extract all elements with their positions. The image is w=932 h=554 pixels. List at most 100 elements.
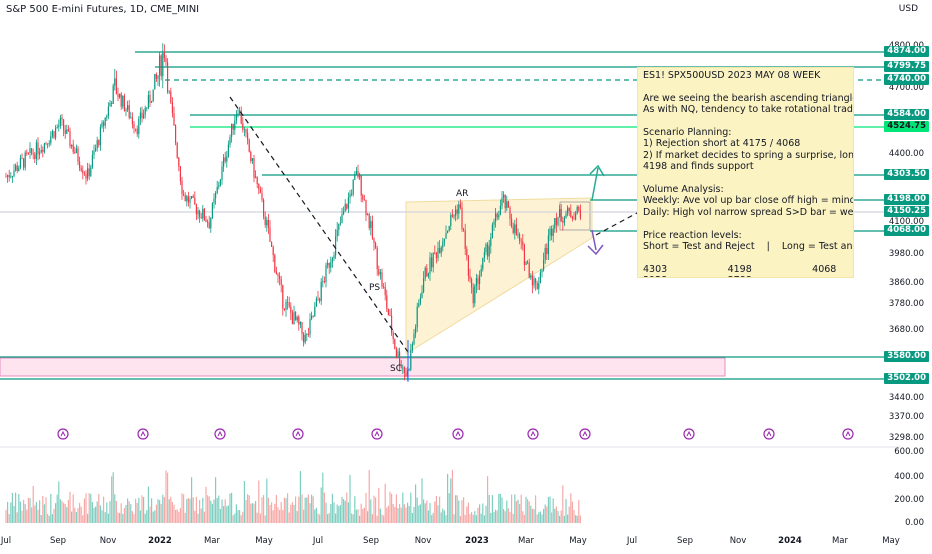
volume-bar [403, 504, 405, 523]
volume-bar [535, 495, 537, 523]
candle-body [237, 113, 239, 115]
volume-bar [458, 500, 460, 523]
volume-bar [176, 509, 178, 523]
analysis-note[interactable]: ES1! SPX500USD 2023 MAY 08 WEEK Are we s… [637, 67, 854, 278]
price-level-badge[interactable]: 4303.50 [884, 169, 929, 180]
volume-bar [98, 494, 100, 523]
volume-bar [531, 508, 533, 523]
price-level-badge[interactable]: 4150.25 [884, 206, 929, 217]
candle-body [125, 109, 127, 111]
volume-bar [490, 512, 492, 523]
volume-bar [525, 496, 527, 523]
volume-bar [351, 513, 353, 523]
candle-body [357, 170, 359, 178]
volume-bar [453, 514, 455, 523]
candle-body [215, 192, 217, 199]
time-tick-label: Mar [203, 536, 221, 546]
volume-bar [461, 500, 463, 523]
volume-bar [434, 501, 436, 523]
candle-body [242, 123, 244, 130]
candle-body [183, 194, 185, 196]
candle-body [347, 197, 349, 209]
event-icon[interactable] [579, 428, 591, 440]
candle-body [152, 89, 154, 102]
candle-body [37, 142, 39, 155]
candle-body [56, 127, 58, 128]
price-level-badge[interactable]: 4524.75 [884, 121, 929, 132]
volume-bar [293, 504, 295, 523]
candle-body [114, 78, 116, 86]
volume-bar [115, 500, 117, 523]
down-arrow-icon [587, 229, 604, 256]
candle-body [341, 214, 343, 223]
volume-bar [67, 499, 69, 523]
candle-body [296, 316, 298, 321]
price-level-badge[interactable]: 3502.00 [884, 373, 929, 384]
candle-body [456, 209, 458, 214]
candle-body [255, 176, 257, 178]
event-icon[interactable] [527, 428, 539, 440]
candle-body [443, 238, 445, 242]
candle-body [191, 196, 193, 199]
candle-body [359, 175, 361, 178]
volume-bar [184, 512, 186, 523]
up-arrow-icon [589, 164, 605, 201]
event-icon[interactable] [763, 428, 775, 440]
volume-bar [149, 506, 151, 523]
volume-bar [104, 512, 106, 523]
volume-bar [515, 501, 517, 523]
event-icon[interactable] [842, 428, 854, 440]
volume-bar [415, 484, 417, 523]
volume-bar [431, 515, 433, 523]
price-level-badge[interactable]: 4198.00 [884, 194, 929, 205]
volume-bar [203, 511, 205, 523]
price-level-badge[interactable]: 4874.00 [884, 46, 929, 57]
volume-bar [394, 507, 396, 523]
candle-body [59, 117, 61, 126]
candle-body [64, 129, 66, 134]
price-level-badge[interactable]: 4068.00 [884, 225, 929, 236]
candle-body [525, 261, 527, 265]
event-icon[interactable] [214, 428, 226, 440]
volume-bar [533, 509, 535, 523]
volume-bar [242, 511, 244, 523]
volume-bar [269, 505, 271, 523]
candle-body [469, 275, 471, 280]
candle-body [99, 127, 101, 146]
event-icon[interactable] [452, 428, 464, 440]
candle-body [325, 264, 327, 282]
candle-body [576, 207, 578, 214]
candle-body [384, 286, 386, 296]
volume-bar [295, 496, 297, 523]
candle-body [120, 93, 122, 107]
event-icon[interactable] [683, 428, 695, 440]
candle-body [579, 209, 581, 219]
candle-body [567, 207, 569, 214]
note-line: Price reaction levels: [643, 229, 742, 241]
event-icon[interactable] [137, 428, 149, 440]
volume-bar [240, 515, 242, 523]
price-level-badge[interactable]: 4799.75 [884, 61, 929, 72]
price-level-badge[interactable]: 4584.00 [884, 109, 929, 120]
note-line: 1) Rejection short at 4175 / 4068 [643, 138, 801, 150]
event-icon[interactable] [371, 428, 383, 440]
note-line: As with NQ, tendency to take rotational … [643, 104, 853, 116]
volume-bar [288, 512, 290, 523]
price-level-badge[interactable]: 4740.00 [884, 74, 929, 85]
volume-bar [544, 504, 546, 523]
price-level-badge[interactable]: 3580.00 [884, 351, 929, 362]
candle-body [274, 255, 276, 272]
volume-bar [280, 502, 282, 523]
candle-body [323, 281, 325, 283]
volume-bar [74, 507, 76, 523]
event-icon[interactable] [292, 428, 304, 440]
candle-body [154, 74, 156, 90]
price-tick-label: 3298.00 [888, 433, 924, 443]
candle-body [471, 279, 473, 288]
volume-bar [290, 504, 292, 523]
event-icon[interactable] [57, 428, 69, 440]
candle-body [24, 152, 26, 168]
candle-body [429, 257, 431, 274]
volume-bar [363, 507, 365, 523]
volume-bar [530, 505, 532, 523]
